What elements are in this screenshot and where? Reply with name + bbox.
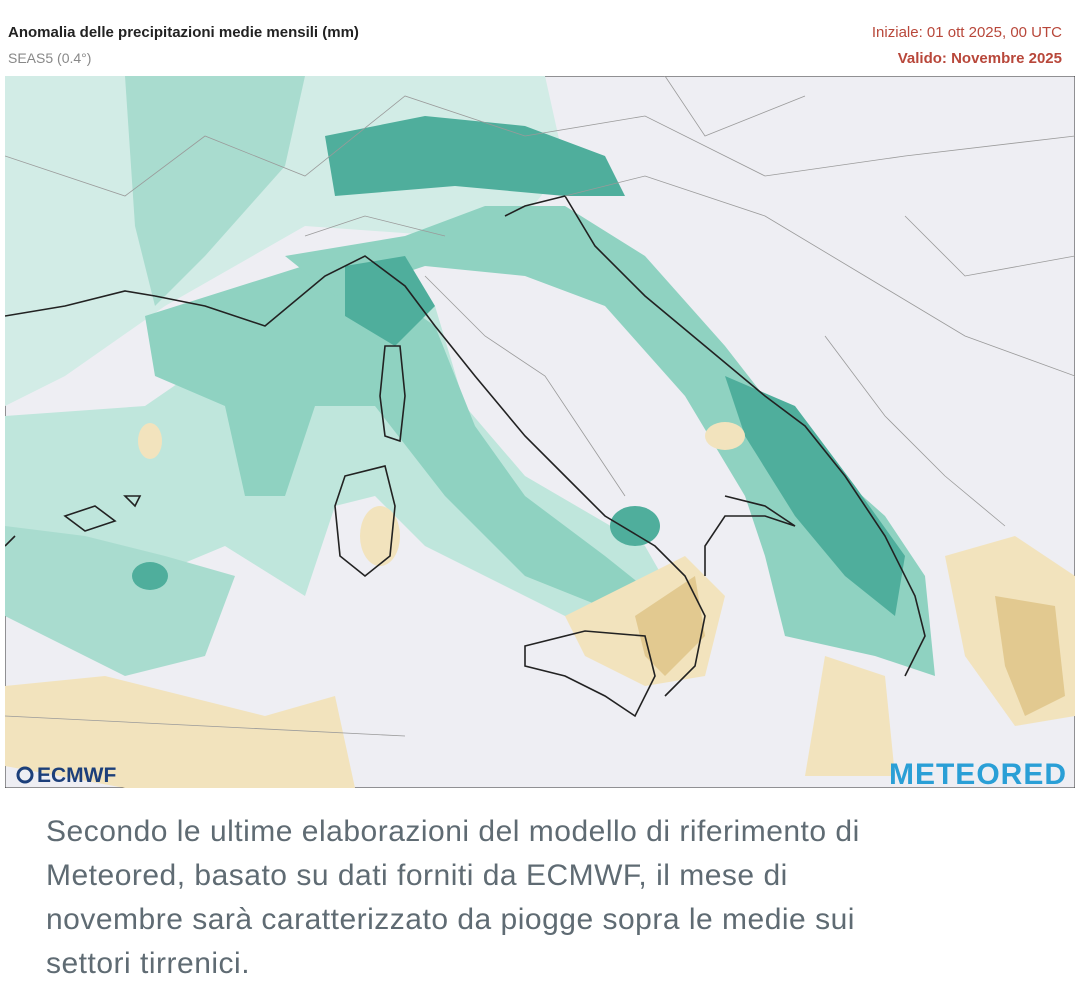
caption-line: Meteored, basato su dati forniti da ECMW… bbox=[46, 859, 788, 892]
caption: Secondo le ultime elaborazioni del model… bbox=[46, 810, 860, 986]
caption-line: settori tirrenici. bbox=[46, 947, 251, 980]
caption-line: novembre sarà caratterizzato da piogge s… bbox=[46, 903, 855, 936]
init-time: Iniziale: 01 ott 2025, 00 UTC bbox=[871, 24, 1062, 41]
coastlines bbox=[5, 195, 926, 718]
map-subtitle: SEAS5 (0.4°) bbox=[8, 50, 92, 66]
meteored-logo: METEORED bbox=[889, 758, 1067, 788]
ecmwf-logo: ECMWF bbox=[16, 764, 116, 787]
map-title: Anomalia delle precipitazioni medie mens… bbox=[8, 24, 359, 41]
valid-time: Valido: Novembre 2025 bbox=[897, 50, 1062, 67]
caption-line: Secondo le ultime elaborazioni del model… bbox=[46, 815, 860, 848]
borders bbox=[5, 76, 1075, 737]
ecmwf-text: ECMWF bbox=[37, 764, 116, 787]
precipitation-map: ECMWF METEORED bbox=[5, 76, 1075, 788]
